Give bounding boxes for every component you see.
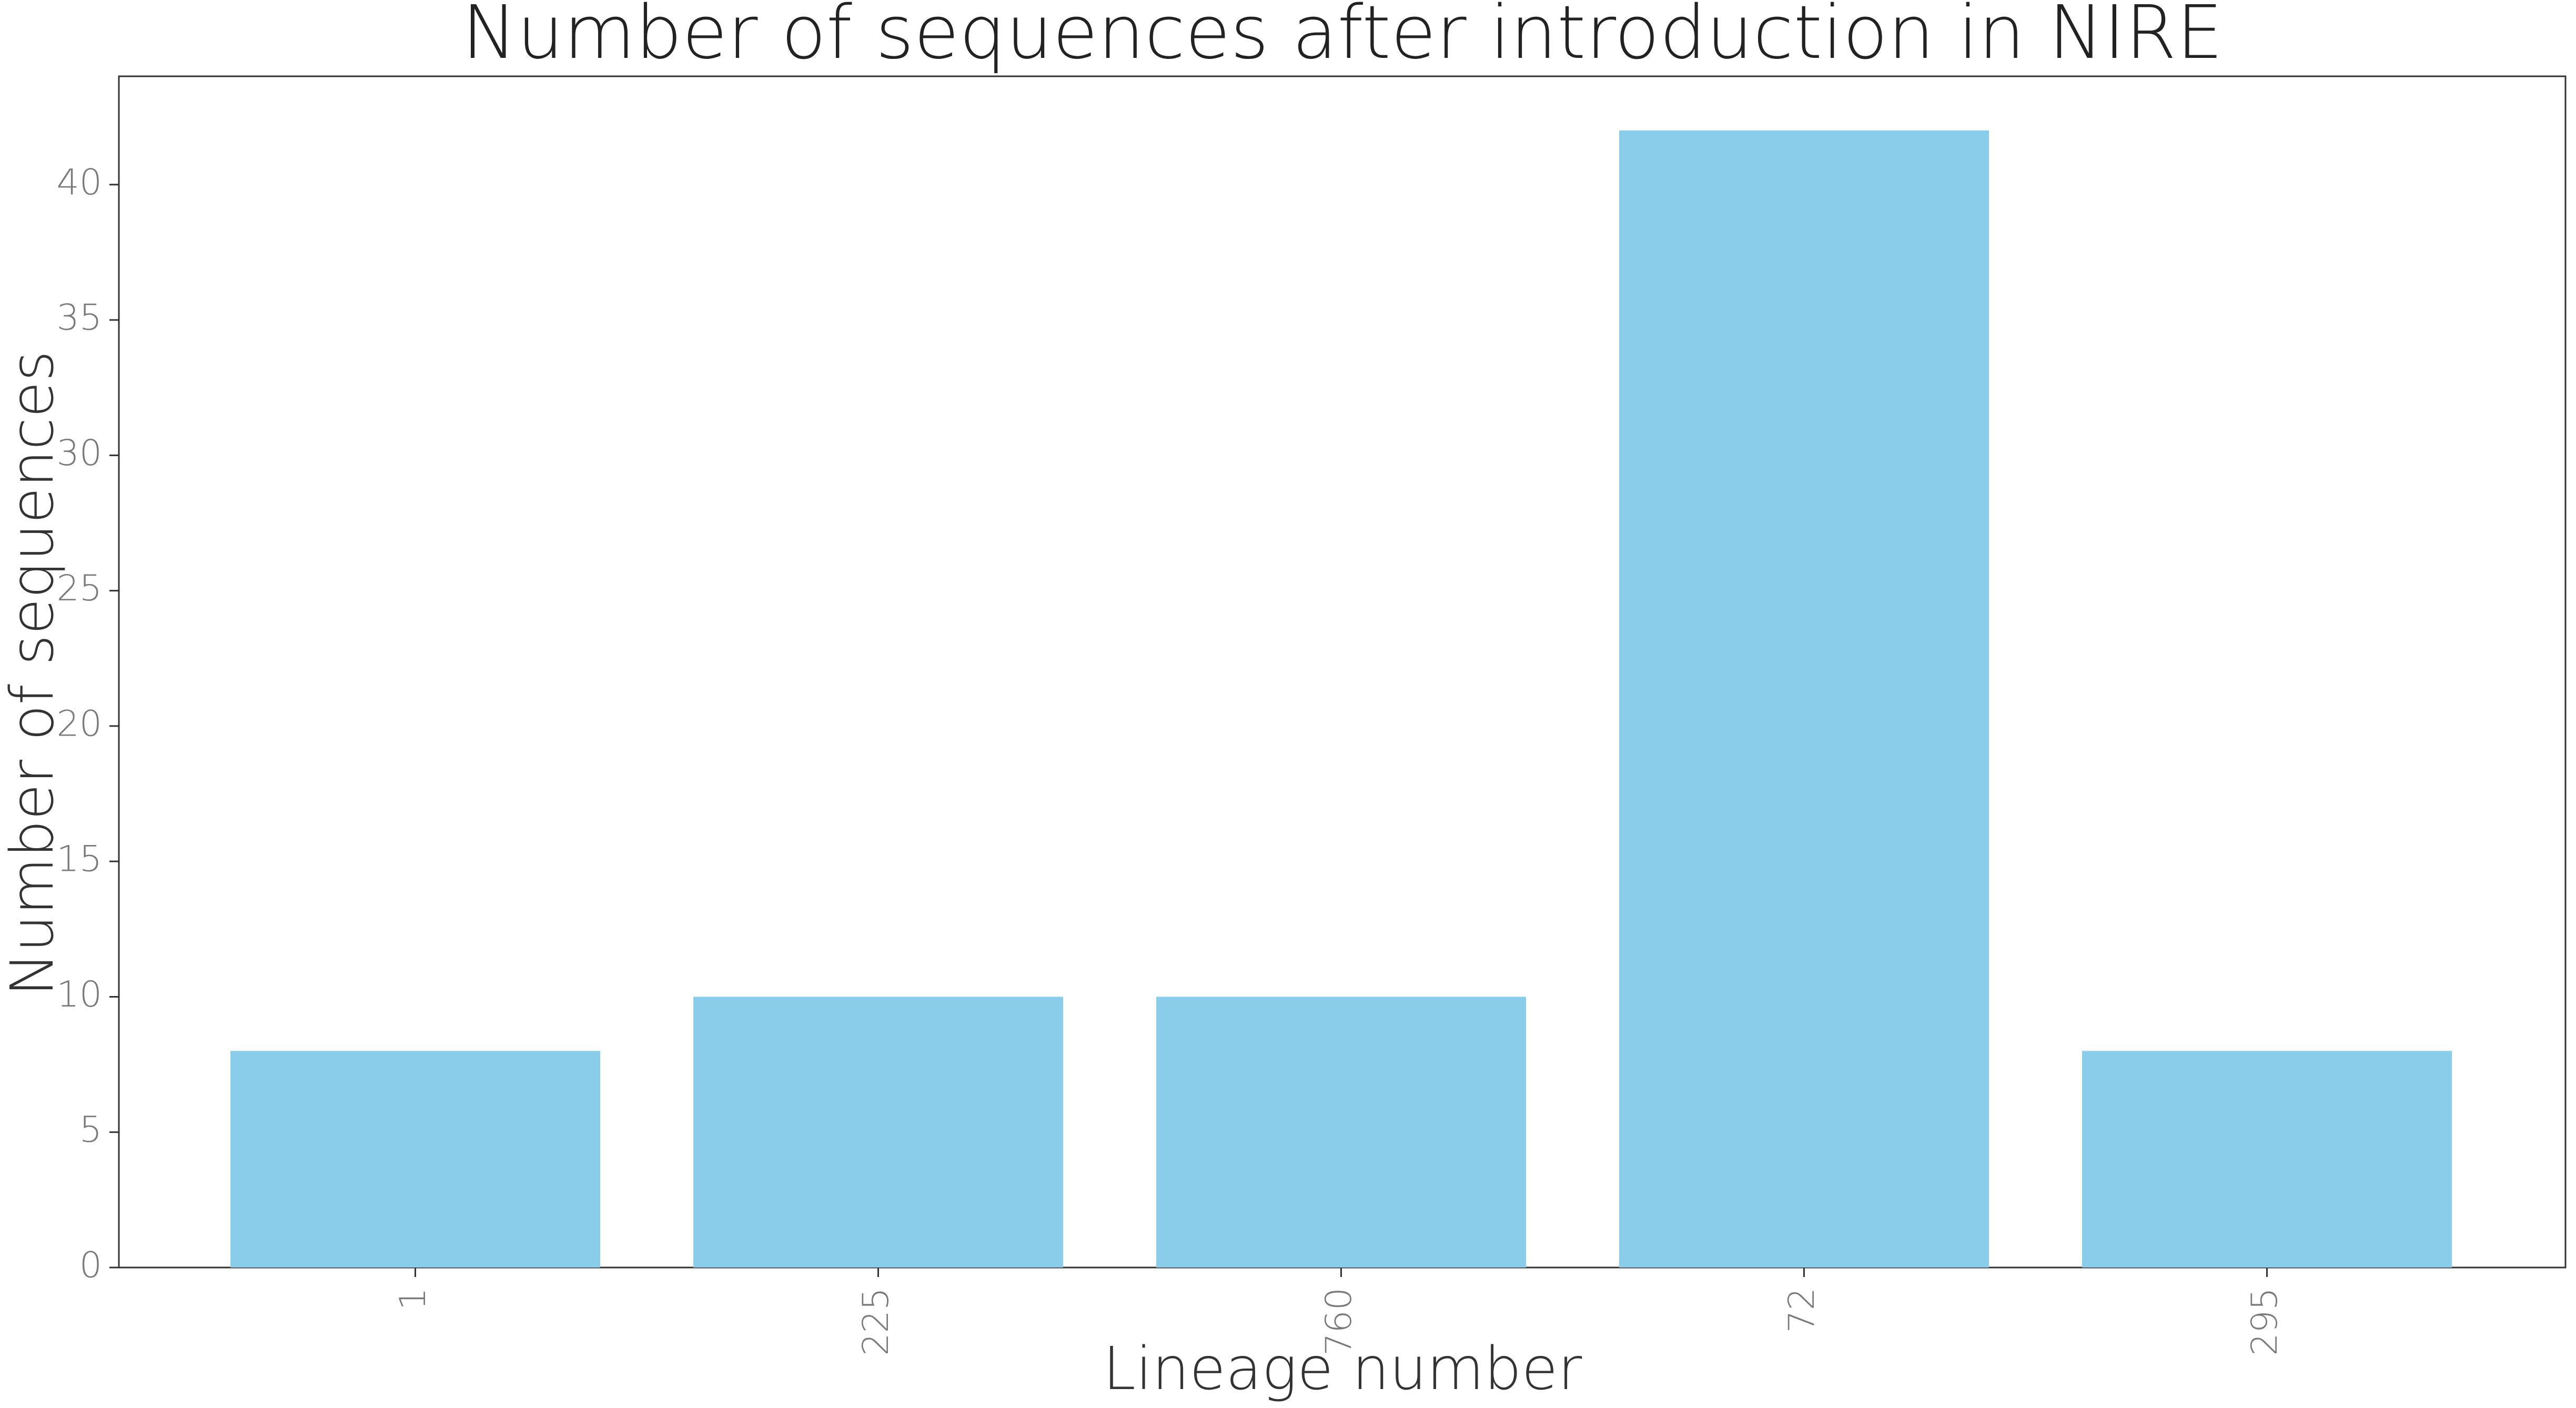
x-axis-title: Lineage number [1103,1335,1582,1403]
y-axis-title: Number of sequences [0,350,67,996]
y-tick-label-40: 40 [56,162,102,203]
x-tick-label-225: 225 [855,1288,897,1356]
y-tick-label-30: 30 [56,433,102,474]
y-tick-label-10: 10 [56,974,102,1015]
bar-295 [2082,1051,2452,1268]
y-tick-label-15: 15 [56,839,102,880]
y-tick-label-20: 20 [56,703,102,745]
y-axis-ticks: 0 5 10 15 20 25 30 35 40 [56,162,119,1286]
x-tick-label-1: 1 [392,1288,434,1310]
bar-1 [230,1051,600,1268]
bars-group [230,130,2452,1268]
bar-760 [1156,997,1526,1268]
y-tick-label-35: 35 [56,297,102,339]
x-tick-label-72: 72 [1781,1288,1823,1333]
bar-72 [1619,130,1989,1268]
x-axis-ticks: 1 225 760 72 295 [392,1268,2286,1356]
y-tick-label-0: 0 [79,1245,102,1286]
plot-area: 0 5 10 15 20 25 30 35 40 1 225 760 72 295 [56,75,2567,1356]
y-tick-label-5: 5 [79,1109,102,1151]
bar-225 [693,997,1063,1268]
x-tick-label-295: 295 [2244,1288,2286,1356]
x-tick-label-760: 760 [1318,1288,1360,1356]
y-tick-label-25: 25 [56,568,102,609]
chart-title: Number of sequences after introduction i… [462,0,2223,76]
